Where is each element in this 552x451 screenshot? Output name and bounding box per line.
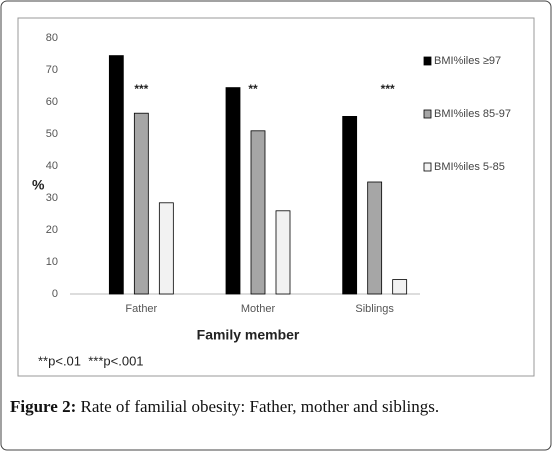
bar [225, 87, 241, 295]
caption-text: Rate of familial obesity: Father, mother… [81, 397, 440, 416]
y-tick-label: 40 [46, 160, 58, 172]
legend-swatch [423, 162, 432, 172]
x-tick-label: Siblings [355, 303, 394, 315]
y-tick-label: 70 [46, 64, 58, 76]
caption: Figure 2: Rate of familial obesity: Fath… [10, 397, 439, 416]
legend-label: BMI%iles 5-85 [434, 161, 505, 173]
bar [133, 112, 149, 295]
y-tick-label: 0 [52, 288, 58, 300]
y-tick-label: 80 [46, 32, 58, 44]
legend-label: BMI%iles 85-97 [434, 108, 511, 120]
x-tick-label: Father [125, 303, 157, 315]
chart-border [17, 17, 535, 377]
bar [158, 202, 174, 295]
y-tick-label: 60 [46, 96, 58, 108]
bar [367, 181, 383, 295]
significance-marker: *** [381, 82, 395, 96]
y-tick-label: 50 [46, 128, 58, 140]
significance-marker: ** [248, 82, 258, 96]
bar [275, 210, 291, 295]
y-tick-label: 30 [46, 192, 58, 204]
significance-marker: *** [134, 82, 148, 96]
y-tick-label: 10 [46, 256, 58, 268]
x-axis-label: Family member [197, 327, 300, 343]
y-tick-label: 20 [46, 224, 58, 236]
bar [392, 279, 408, 295]
bar [342, 116, 358, 295]
y-axis-label: % [32, 177, 45, 193]
x-tick-label: Mother [241, 303, 276, 315]
legend-label: BMI%iles ≥97 [434, 55, 501, 67]
caption-label: Figure 2: [10, 397, 76, 416]
bar [108, 55, 124, 295]
footnote: **p<.01 ***p<.001 [38, 353, 144, 368]
legend-swatch [423, 56, 432, 66]
legend-swatch [423, 109, 432, 119]
bar [250, 130, 266, 295]
